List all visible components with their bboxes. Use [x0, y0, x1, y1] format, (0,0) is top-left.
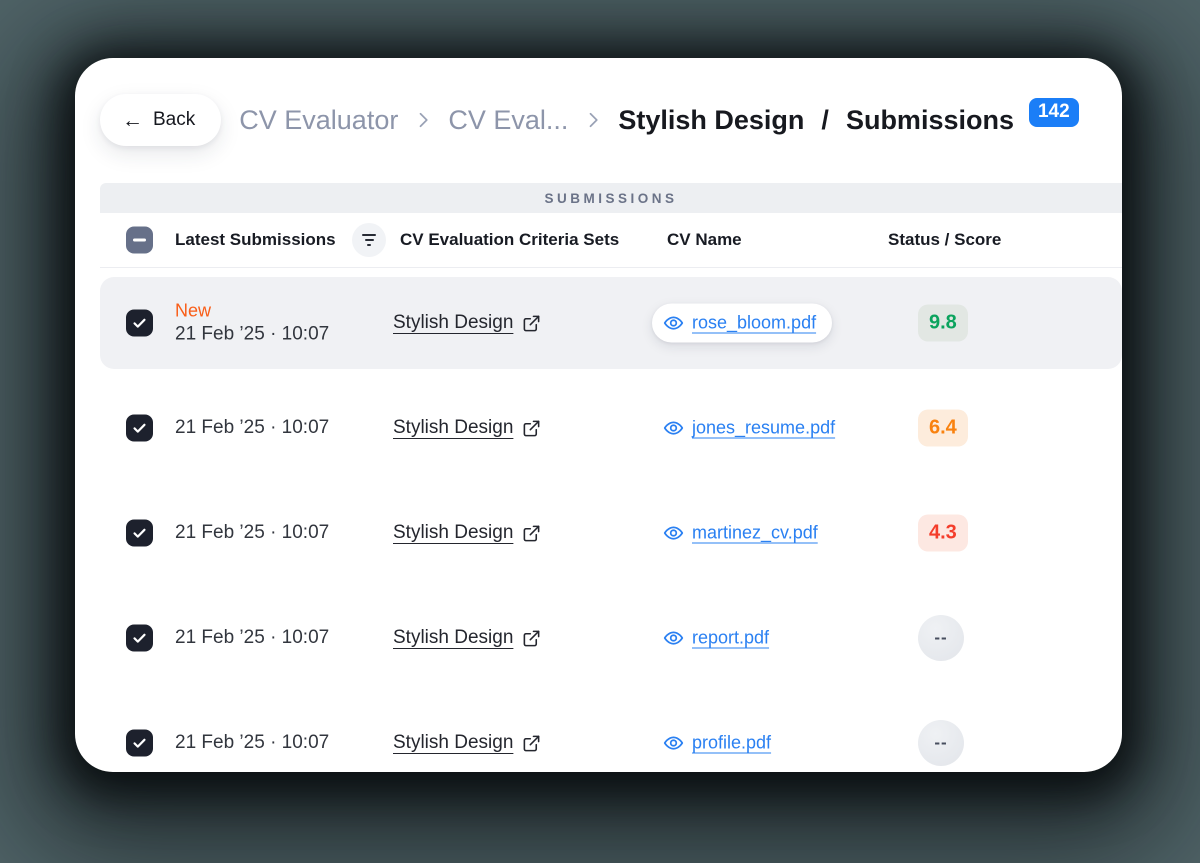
check-icon: [133, 423, 146, 433]
file-link[interactable]: report.pdf: [692, 627, 770, 648]
section-header: SUBMISSIONS: [100, 183, 1122, 213]
check-icon: [133, 528, 146, 538]
check-icon: [133, 318, 146, 328]
criteria-set-link[interactable]: Stylish Design: [393, 417, 514, 438]
status-score-cell: --: [888, 615, 964, 661]
cv-name-cell: martinez_cv.pdf: [652, 513, 834, 553]
table-row: 21 Feb ’25 · 10:07 Stylish Design: [100, 487, 1122, 579]
criteria-set-link[interactable]: Stylish Design: [393, 312, 514, 333]
row-date: 21 Feb ’25 · 10:07: [175, 627, 330, 648]
external-link-icon[interactable]: [522, 734, 541, 753]
row-date: 21 Feb ’25 · 10:07: [175, 522, 330, 543]
submissions-list: New 21 Feb ’25 · 10:07 Stylish Design: [100, 277, 1122, 772]
score-badge: 4.3: [918, 514, 968, 552]
file-link[interactable]: jones_resume.pdf: [692, 417, 836, 438]
score-badge: 9.8: [918, 304, 968, 342]
criteria-set-link[interactable]: Stylish Design: [393, 522, 514, 543]
status-score-cell: 6.4: [888, 409, 968, 447]
score-badge: --: [918, 615, 964, 661]
file-pill: profile.pdf: [652, 723, 788, 763]
external-link-icon[interactable]: [522, 629, 541, 648]
submission-date-cell: 21 Feb ’25 · 10:07: [175, 522, 329, 544]
breadcrumb-item-truncated[interactable]: CV Eval...: [448, 104, 569, 135]
criteria-set-link[interactable]: Stylish Design: [393, 732, 514, 753]
submission-date-cell: 21 Feb ’25 · 10:07: [175, 732, 329, 754]
cv-name-cell: jones_resume.pdf: [652, 408, 852, 448]
submission-date-cell: 21 Feb ’25 · 10:07: [175, 627, 329, 649]
back-button[interactable]: ← Back: [100, 94, 222, 146]
column-header-criteria-sets: CV Evaluation Criteria Sets: [400, 230, 620, 249]
external-link-icon[interactable]: [522, 419, 541, 438]
submissions-table: SUBMISSIONS Latest Submissions CV Evalua…: [100, 183, 1122, 772]
table-row: 21 Feb ’25 · 10:07 Stylish Design: [100, 382, 1122, 474]
section-title: SUBMISSIONS: [544, 190, 678, 206]
criteria-set-link[interactable]: Stylish Design: [393, 627, 514, 648]
file-link[interactable]: profile.pdf: [692, 732, 772, 753]
status-score-cell: 4.3: [888, 514, 968, 552]
cv-name-cell: rose_bloom.pdf: [652, 303, 833, 343]
criteria-set-cell: Stylish Design: [393, 627, 541, 649]
external-link-icon[interactable]: [522, 524, 541, 543]
page-title: Submissions: [845, 104, 1014, 135]
table-row: New 21 Feb ’25 · 10:07 Stylish Design: [100, 277, 1122, 369]
column-header-cv-name: CV Name: [667, 230, 742, 249]
row-date: 21 Feb ’25 · 10:07: [175, 732, 330, 753]
breadcrumb-trail: CV Evaluator CV Eval... Stylish Design /…: [239, 97, 1079, 136]
row-checkbox[interactable]: [126, 414, 153, 442]
check-icon: [133, 738, 146, 748]
row-checkbox[interactable]: [126, 519, 153, 547]
file-link[interactable]: martinez_cv.pdf: [692, 522, 818, 543]
select-all-checkbox[interactable]: [126, 226, 153, 254]
check-icon: [133, 633, 146, 643]
row-checkbox[interactable]: [126, 729, 153, 757]
table-row: 21 Feb ’25 · 10:07 Stylish Design: [100, 592, 1122, 684]
chevron-right-icon: [583, 109, 603, 131]
criteria-set-cell: Stylish Design: [393, 522, 541, 544]
external-link-icon[interactable]: [522, 314, 541, 333]
breadcrumb-current-parent: Stylish Design: [618, 104, 805, 135]
app-window: ← Back CV Evaluator CV Eval... Stylish D…: [75, 58, 1122, 772]
row-checkbox[interactable]: [126, 309, 153, 337]
cv-name-cell: report.pdf: [652, 618, 786, 658]
eye-icon[interactable]: [663, 733, 684, 754]
back-button-label: Back: [153, 109, 196, 130]
eye-icon[interactable]: [663, 523, 684, 544]
criteria-set-cell: Stylish Design: [393, 417, 541, 439]
back-arrow-icon: ←: [122, 108, 143, 132]
filter-button[interactable]: [352, 223, 386, 257]
criteria-set-cell: Stylish Design: [393, 732, 541, 754]
eye-icon[interactable]: [663, 313, 684, 334]
file-pill: rose_bloom.pdf: [652, 303, 833, 343]
submission-date-cell: New 21 Feb ’25 · 10:07: [175, 301, 329, 346]
breadcrumb-slash: /: [821, 104, 829, 135]
submissions-count-badge: 142: [1028, 97, 1079, 127]
breadcrumb-item-cv-evaluator[interactable]: CV Evaluator: [239, 104, 399, 135]
row-date: 21 Feb ’25 · 10:07: [175, 323, 330, 345]
eye-icon[interactable]: [663, 418, 684, 439]
cv-name-cell: profile.pdf: [652, 723, 788, 763]
file-pill: martinez_cv.pdf: [652, 513, 834, 553]
chevron-right-icon: [413, 109, 433, 131]
breadcrumb: ← Back CV Evaluator CV Eval... Stylish D…: [100, 94, 1102, 146]
row-checkbox[interactable]: [126, 624, 153, 652]
table-row: 21 Feb ’25 · 10:07 Stylish Design: [100, 697, 1122, 772]
status-score-cell: --: [888, 720, 964, 766]
new-badge: New: [175, 300, 212, 321]
minus-icon: [133, 238, 146, 242]
status-score-cell: 9.8: [888, 304, 968, 342]
eye-icon[interactable]: [663, 628, 684, 649]
filter-icon: [362, 233, 376, 247]
criteria-set-cell: Stylish Design: [393, 312, 541, 334]
row-date: 21 Feb ’25 · 10:07: [175, 417, 330, 438]
column-header-status-score: Status / Score: [888, 230, 1002, 249]
column-header-latest-submissions: Latest Submissions: [175, 230, 336, 249]
submission-date-cell: 21 Feb ’25 · 10:07: [175, 417, 329, 439]
score-badge: 6.4: [918, 409, 968, 447]
table-column-headers: Latest Submissions CV Evaluation Criteri…: [100, 213, 1122, 268]
file-pill: report.pdf: [652, 618, 786, 658]
score-badge: --: [918, 720, 964, 766]
file-pill: jones_resume.pdf: [652, 408, 852, 448]
file-link[interactable]: rose_bloom.pdf: [692, 312, 817, 333]
